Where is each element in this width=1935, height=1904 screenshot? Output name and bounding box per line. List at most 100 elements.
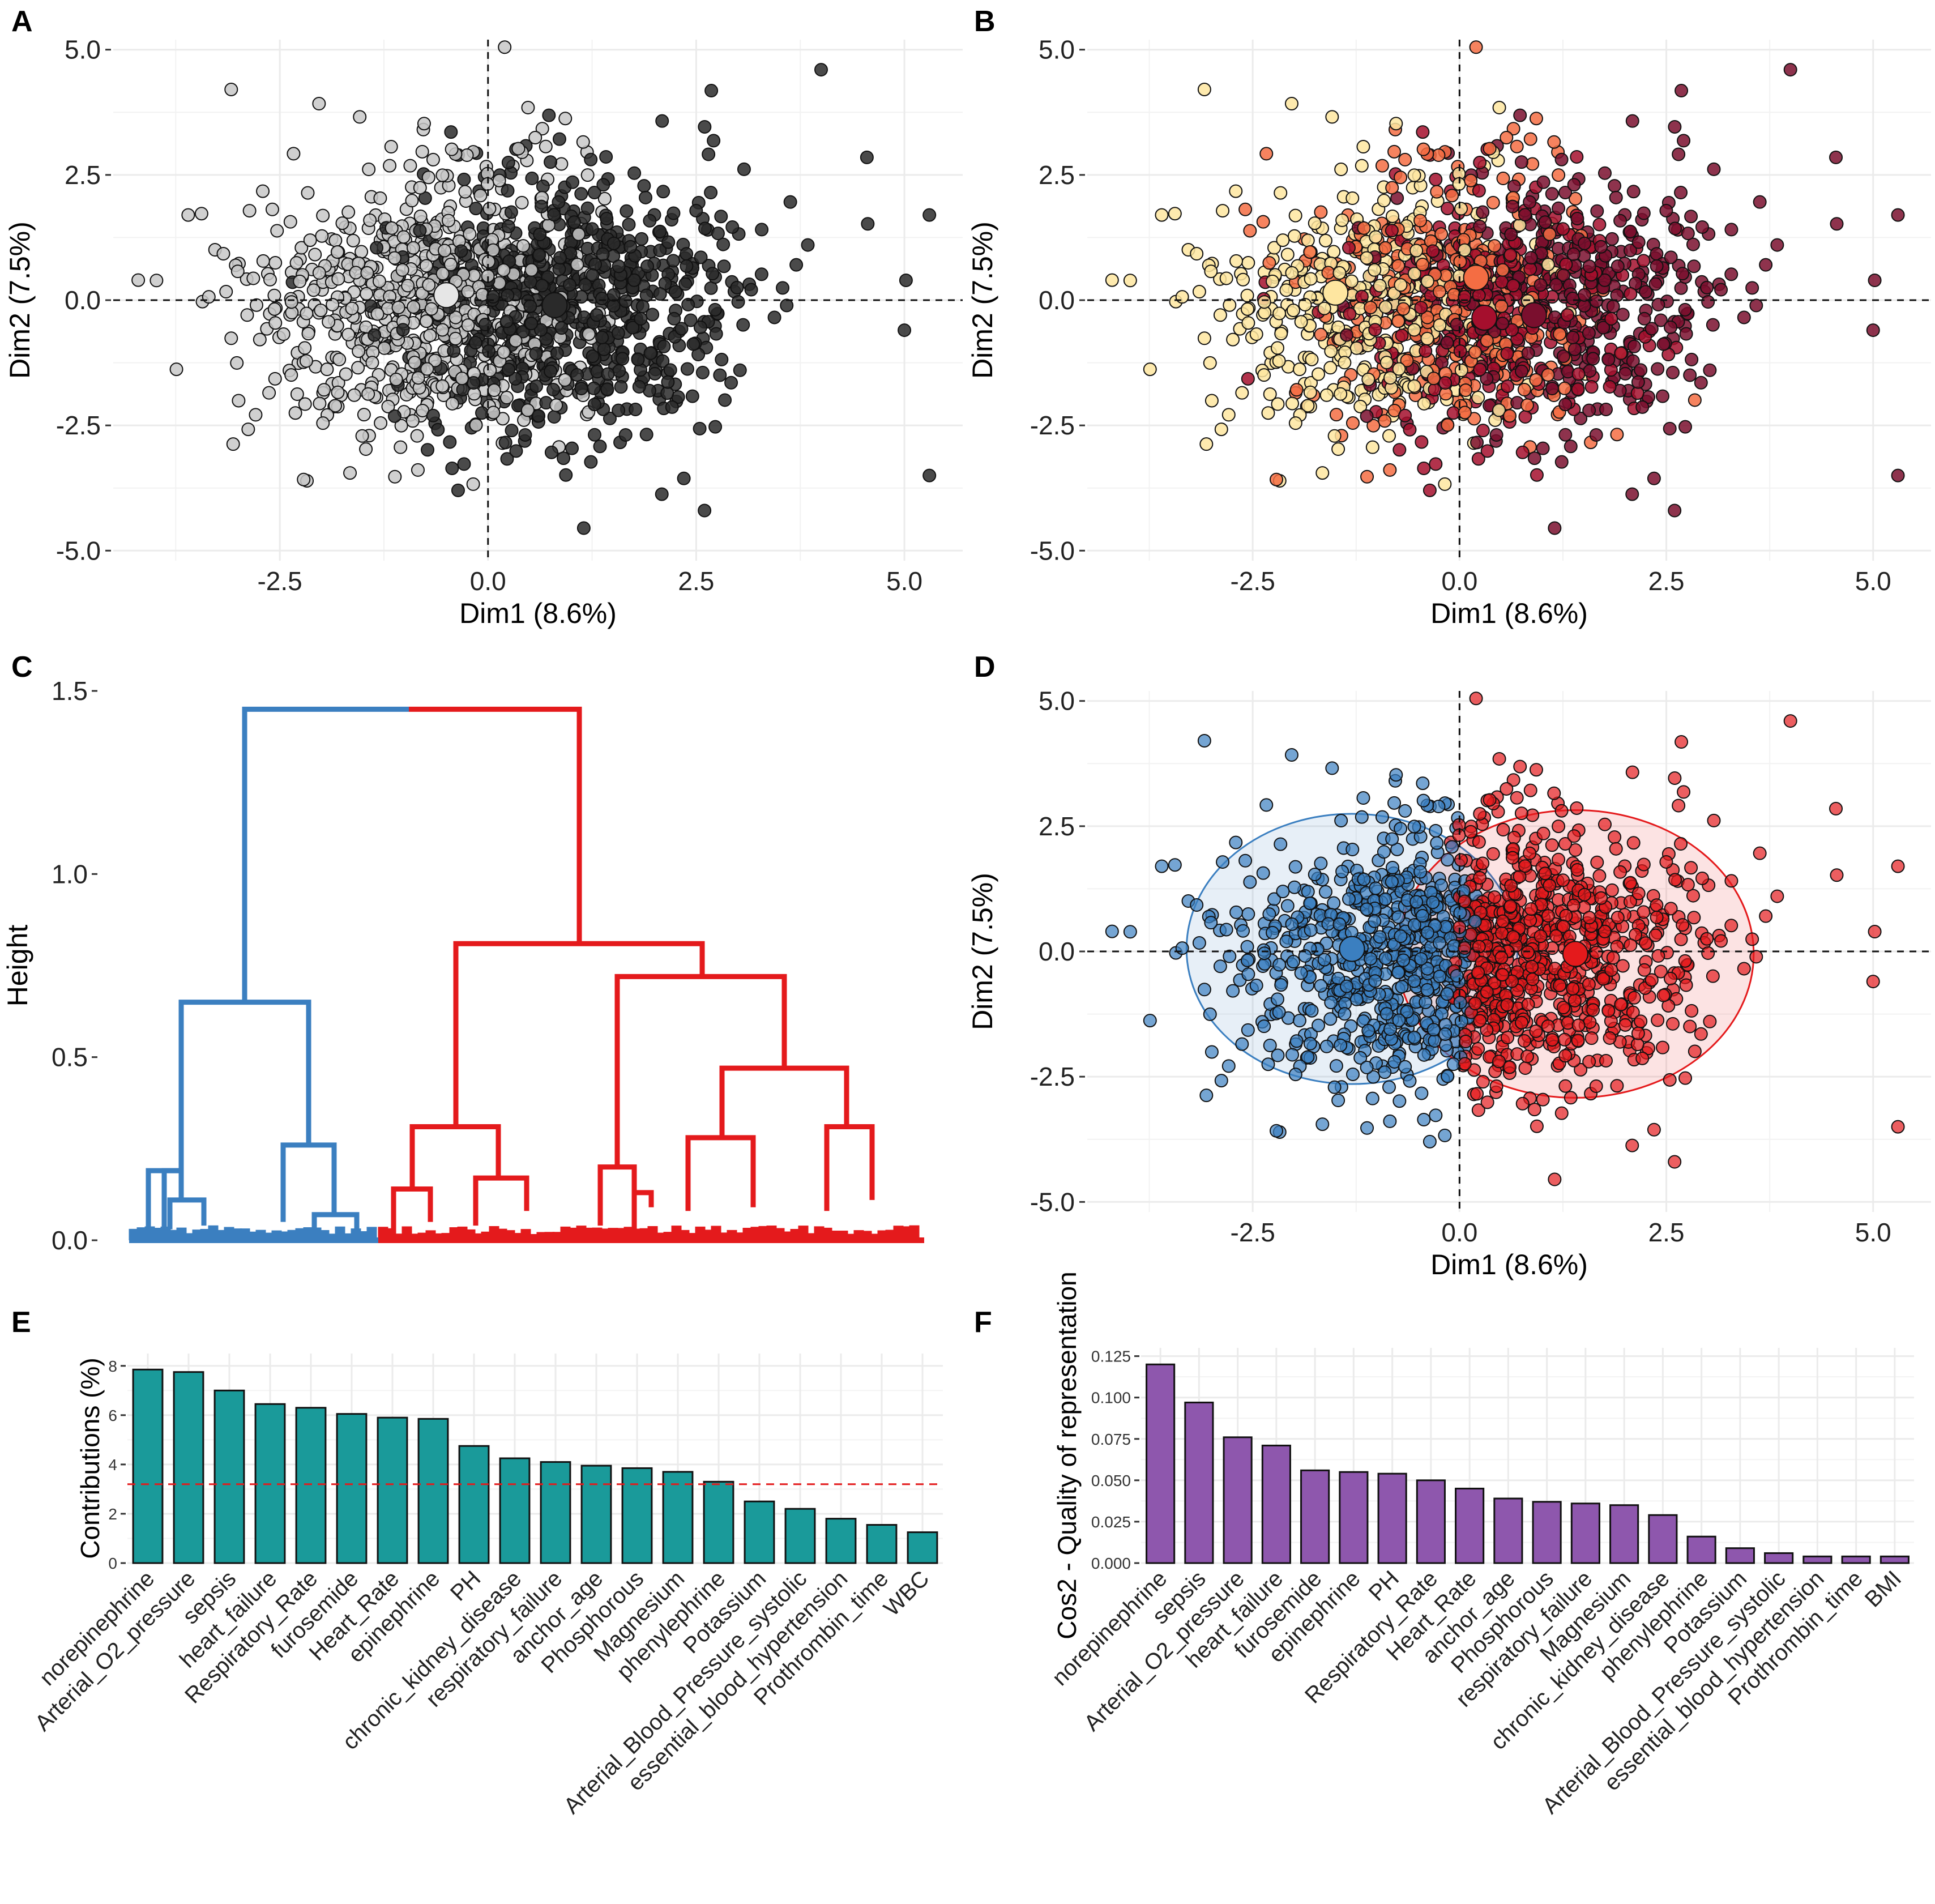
- y-tick-label: 0.100: [1091, 1389, 1131, 1407]
- data-point: [1483, 142, 1497, 156]
- data-point: [1506, 279, 1520, 293]
- data-point: [417, 117, 431, 131]
- data-point: [1492, 100, 1506, 114]
- x-tick-label: 2.5: [678, 566, 714, 596]
- data-point: [695, 365, 710, 379]
- data-point: [1292, 362, 1306, 377]
- data-point: [1613, 865, 1628, 879]
- data-point: [455, 372, 469, 386]
- data-point: [523, 275, 537, 289]
- data-point: [1279, 283, 1293, 297]
- data-point: [1368, 323, 1382, 337]
- data-point: [1486, 195, 1500, 210]
- panel-letter: E: [11, 1306, 31, 1339]
- x-axis-title: Dim1 (8.6%): [1430, 597, 1588, 629]
- data-point: [1891, 468, 1905, 483]
- data-point: [297, 472, 311, 486]
- data-point: [445, 396, 459, 411]
- data-point: [442, 214, 456, 228]
- bar: [1493, 1497, 1523, 1564]
- data-point: [316, 208, 330, 223]
- bar: [1802, 1555, 1833, 1564]
- data-point: [435, 323, 450, 337]
- data-point: [1529, 373, 1543, 387]
- data-point: [1631, 886, 1646, 900]
- data-point: [1631, 375, 1645, 389]
- data-point: [1315, 466, 1330, 480]
- data-point: [1668, 873, 1682, 887]
- data-point: [638, 190, 652, 204]
- data-point: [1468, 996, 1482, 1010]
- data-point: [1703, 363, 1717, 377]
- data-point: [389, 372, 403, 386]
- data-point: [1668, 503, 1682, 518]
- data-point: [922, 468, 937, 483]
- data-point: [408, 356, 422, 370]
- data-point: [529, 347, 543, 361]
- data-point: [1417, 396, 1431, 411]
- data-point: [612, 403, 626, 417]
- data-point: [1701, 295, 1715, 309]
- data-point: [314, 304, 328, 318]
- data-point: [1541, 258, 1555, 272]
- data-point: [1342, 241, 1356, 255]
- data-point: [1504, 879, 1518, 893]
- data-point: [1770, 889, 1784, 903]
- data-point: [284, 368, 298, 382]
- data-point: [1582, 977, 1596, 992]
- data-point: [627, 166, 642, 180]
- data-point: [553, 251, 567, 265]
- data-point: [1668, 771, 1682, 785]
- data-point: [232, 394, 246, 408]
- data-point: [468, 336, 482, 350]
- data-point: [487, 383, 501, 398]
- y-tick-label: 0.075: [1091, 1431, 1131, 1448]
- data-point: [1398, 1060, 1412, 1074]
- data-point: [312, 97, 326, 111]
- data-point: [421, 443, 435, 457]
- group-centroid: [1463, 264, 1489, 291]
- data-point: [374, 416, 388, 430]
- data-point: [1398, 408, 1412, 422]
- data-point: [1280, 899, 1295, 913]
- data-point: [1389, 768, 1403, 782]
- data-point: [1314, 856, 1328, 870]
- data-point: [1589, 1079, 1603, 1093]
- data-point: [536, 180, 550, 194]
- data-point: [415, 144, 429, 159]
- data-point: [1472, 183, 1486, 198]
- data-point: [1407, 323, 1421, 337]
- data-point: [1226, 984, 1240, 998]
- data-point: [1488, 890, 1502, 904]
- data-point: [405, 414, 420, 428]
- data-point: [1204, 264, 1218, 279]
- data-point: [612, 364, 626, 378]
- data-point: [1257, 946, 1271, 960]
- data-point: [597, 342, 611, 356]
- data-point: [1236, 272, 1250, 287]
- data-point: [270, 224, 284, 238]
- data-point: [1480, 1095, 1494, 1109]
- data-point: [1525, 959, 1539, 974]
- data-point: [618, 428, 633, 442]
- data-point: [1392, 443, 1407, 457]
- data-point: [1407, 379, 1421, 393]
- data-point: [1240, 302, 1254, 316]
- data-point: [1637, 963, 1651, 977]
- y-axis-title: Dim2 (7.5%): [967, 221, 998, 379]
- data-point: [1639, 936, 1653, 950]
- data-point: [713, 368, 727, 382]
- data-point: [1454, 1014, 1468, 1028]
- data-point: [1483, 793, 1497, 807]
- data-point: [698, 503, 712, 518]
- data-point: [1407, 168, 1421, 182]
- data-point: [1270, 341, 1284, 355]
- data-point: [1241, 907, 1255, 921]
- data-point: [224, 82, 238, 96]
- bar: [1609, 1504, 1639, 1564]
- data-point: [1503, 409, 1517, 423]
- data-point: [1420, 274, 1434, 288]
- data-point: [1335, 864, 1349, 878]
- data-point: [1415, 258, 1429, 272]
